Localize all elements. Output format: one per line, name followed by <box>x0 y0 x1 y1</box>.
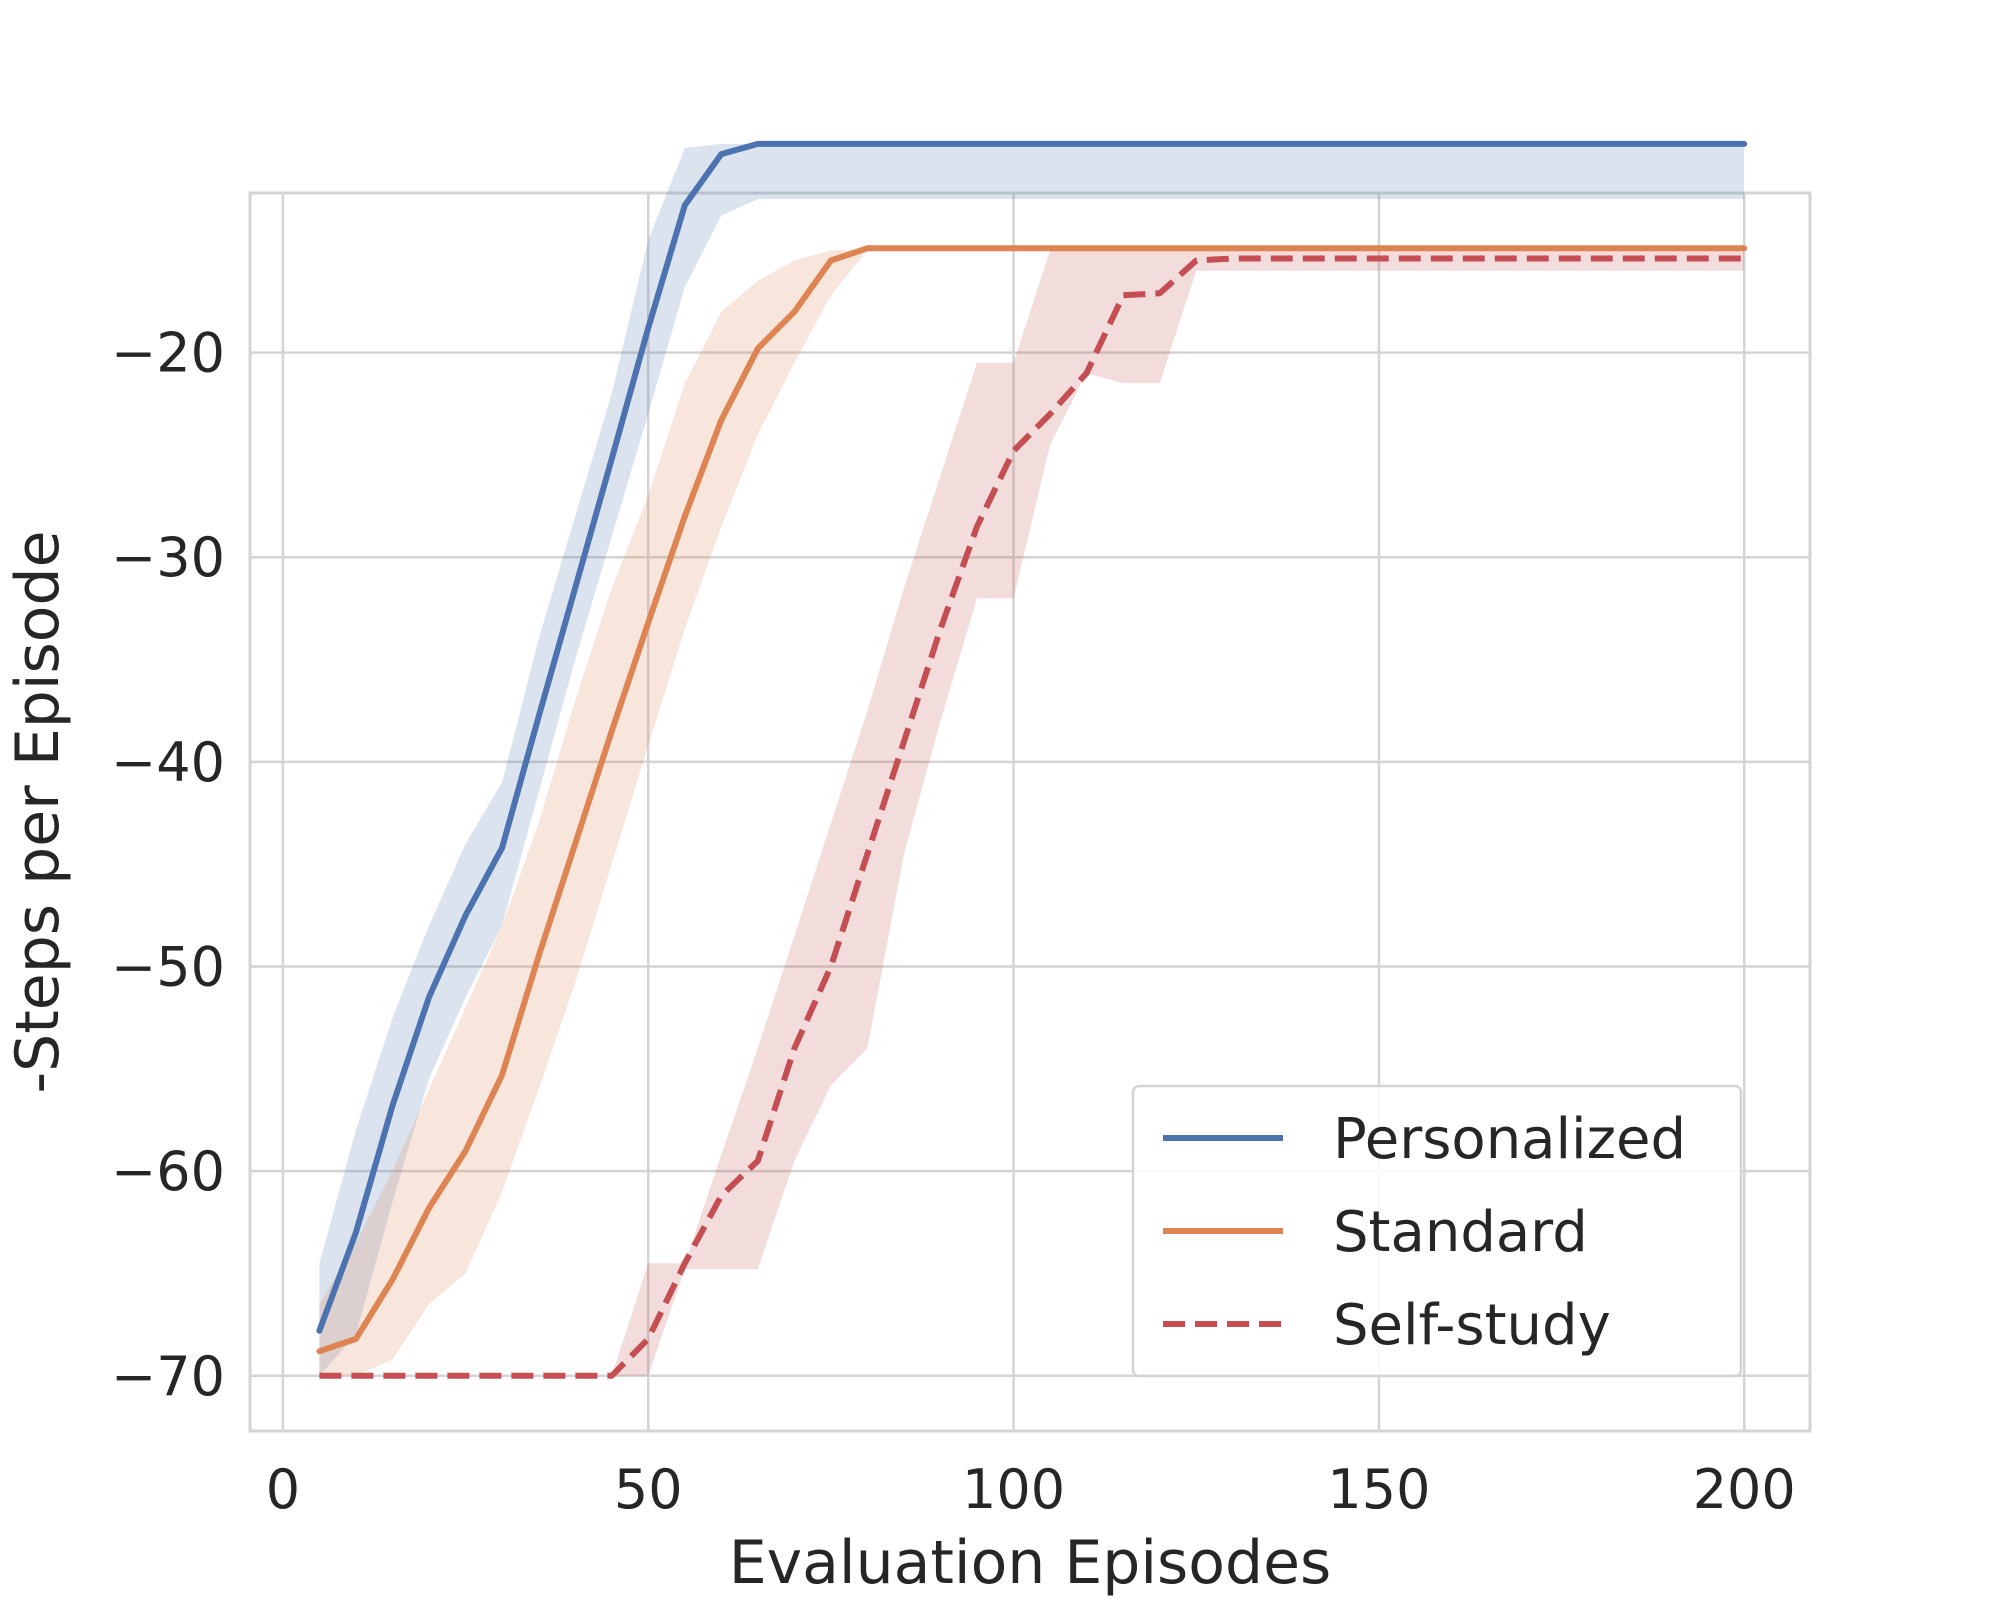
legend-label-self-study: Self-study <box>1333 1293 1611 1358</box>
standard-line <box>316 245 1748 1355</box>
y-tick-labels: −20 −30 −40 −50 −60 −70 <box>111 322 225 1408</box>
x-tick-label: 200 <box>1693 1458 1796 1521</box>
plot-frame <box>248 191 1812 1433</box>
x-tick-label: 0 <box>266 1458 300 1521</box>
personalized-line <box>316 140 1748 1334</box>
standard-band <box>319 250 1745 1376</box>
x-tick-label: 150 <box>1327 1458 1430 1521</box>
self-study-line <box>319 255 1745 1379</box>
y-tick-label: −50 <box>111 935 225 998</box>
x-axis-label: Evaluation Episodes <box>729 1528 1332 1598</box>
legend-box <box>1131 1084 1743 1378</box>
legend-items: Personalized Standard Self-study <box>1163 1107 1686 1358</box>
x-tick-labels: 0 50 100 150 200 <box>266 1458 1796 1521</box>
y-tick-label: −60 <box>111 1140 225 1203</box>
y-tick-label: −30 <box>111 526 225 589</box>
y-axis-label: -Steps per Episode <box>3 531 73 1094</box>
y-tick-label: −20 <box>111 322 225 385</box>
self-study-band <box>319 250 1745 1376</box>
series-lines <box>316 140 1748 1379</box>
y-tick-label: −40 <box>111 731 225 794</box>
x-tick-label: 50 <box>614 1458 683 1521</box>
legend-label-personalized: Personalized <box>1333 1107 1686 1172</box>
x-tick-label: 100 <box>962 1458 1065 1521</box>
confidence-bands <box>319 143 1745 1376</box>
y-tick-label: −70 <box>111 1345 225 1408</box>
legend-label-standard: Standard <box>1333 1200 1588 1265</box>
legend: Personalized Standard Self-study <box>1131 1084 1743 1378</box>
